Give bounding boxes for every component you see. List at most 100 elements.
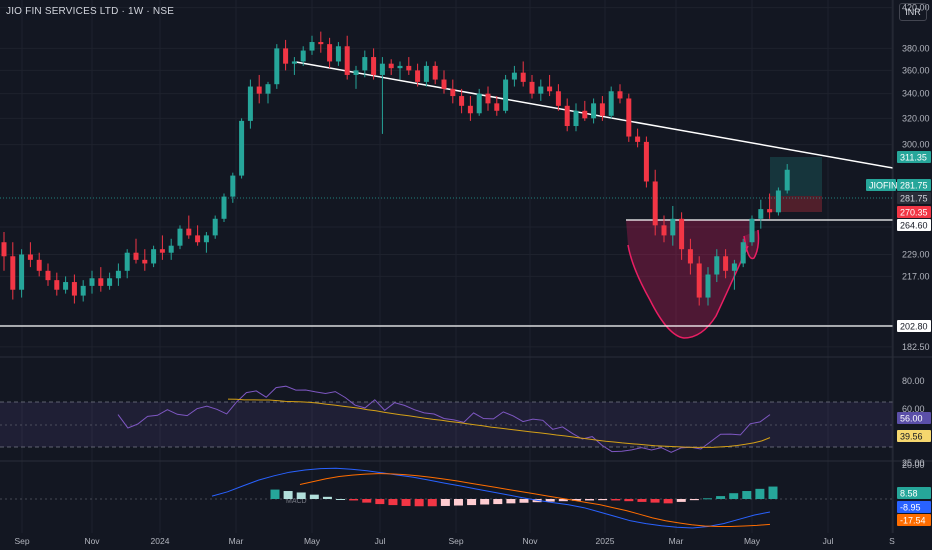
candle [423,61,429,87]
macd-histogram-bar [663,499,673,504]
macd-histogram-bar [493,499,503,505]
candle-body [239,120,245,176]
x-tick-label: Sep [14,536,29,546]
macd-histogram-bar [650,499,660,503]
rsi-line [117,385,771,453]
candle [441,70,447,94]
candle [608,86,614,119]
candle [758,199,764,229]
x-tick-label: Jul [823,536,834,546]
candle-body [749,218,755,243]
rsi-panel [0,385,893,453]
x-tick-label: Sep [448,536,463,546]
candle-body [36,259,42,271]
svg-text:56.00: 56.00 [900,414,923,424]
candle-body [71,282,77,296]
candle-body [300,50,306,62]
macd-histogram-bar [467,499,477,506]
candle [485,86,491,111]
candle-body [45,270,51,281]
candle [10,242,16,300]
candle [98,267,104,292]
candle-body [423,65,429,82]
candle [168,238,174,260]
macd-value-tag: -8.95 [897,501,931,513]
candle [564,98,570,132]
macd-histogram-bar [585,499,595,501]
candle [635,128,641,148]
macd-histogram-bar [637,499,647,502]
macd-line [211,467,771,529]
x-tick-label: S [889,536,895,546]
candle [177,225,183,250]
macd-histogram-bar [624,499,634,502]
macd-panel: MACD [0,467,893,529]
candle-body [608,91,614,116]
candle-body [494,103,500,111]
svg-text:JIOFIN: JIOFIN [869,181,898,191]
candle-body [661,225,667,236]
rsi-ma-value-tag: 39.56 [897,430,931,442]
candle-body [186,228,192,236]
candle-body [1,242,7,257]
candle [256,74,262,104]
y-tick-label: 229.00 [902,249,930,259]
candle-body [591,103,597,119]
candle [230,172,236,203]
candle [371,48,377,80]
candle [538,79,544,101]
candle [1,232,7,271]
macd-histogram-bar [336,499,346,500]
y-axis[interactable]: 420.00380.00360.00340.00320.00300.00245.… [902,3,930,470]
x-tick-label: 2024 [151,536,170,546]
candle [89,270,95,294]
svg-text:-17.54: -17.54 [900,516,926,526]
candle-body [555,91,561,106]
candle-body [758,209,764,219]
candle [679,212,685,260]
candle [643,136,649,188]
candle [133,238,139,264]
candle [309,35,315,55]
candle [19,249,25,298]
signal-line [299,473,771,527]
y-tick-label: 340.00 [902,89,930,99]
candle [432,61,438,85]
stop-price-tag: 270.35 [897,206,931,218]
rsi-band [0,402,893,447]
candle [511,65,517,87]
x-axis[interactable]: Sep Nov 2024 Mar May Jul Sep Nov 2025 Mar May Jul S [14,536,895,546]
candle [591,98,597,124]
candle [379,57,385,134]
symbol-tag: JIOFIN [866,179,898,191]
candle [714,249,720,283]
candle-body [731,263,737,271]
macd-histogram-bar [598,499,608,501]
price-tags: 311.35 JIOFIN 281.75 281.75 270.35 264.60 202.… [866,151,931,526]
candle-body [784,169,790,191]
target-price-tag: 311.35 [897,151,931,163]
candle-body [643,141,649,182]
candle [63,276,69,294]
candle-body [63,282,69,290]
candle-body [441,79,447,89]
macd-y-tick-label: 25.00 [902,458,925,468]
macd-histogram-bar [558,499,568,502]
macd-histogram-bar [506,499,516,504]
candle-body [353,70,359,75]
grid [0,0,893,533]
candle [520,61,526,87]
macd-histogram-bar [716,496,726,499]
candle-body [696,263,702,298]
macd-histogram-bar [702,498,712,500]
currency-button[interactable]: INR [899,3,927,21]
macd-histogram-bar [283,491,293,499]
candle-body [107,278,113,286]
macd-histogram-bar [362,499,372,503]
candle-body [775,190,781,213]
macd-histogram-bar [519,499,529,503]
candle [626,93,632,142]
candle [124,249,130,279]
y-tick-label: 320.00 [902,113,930,123]
